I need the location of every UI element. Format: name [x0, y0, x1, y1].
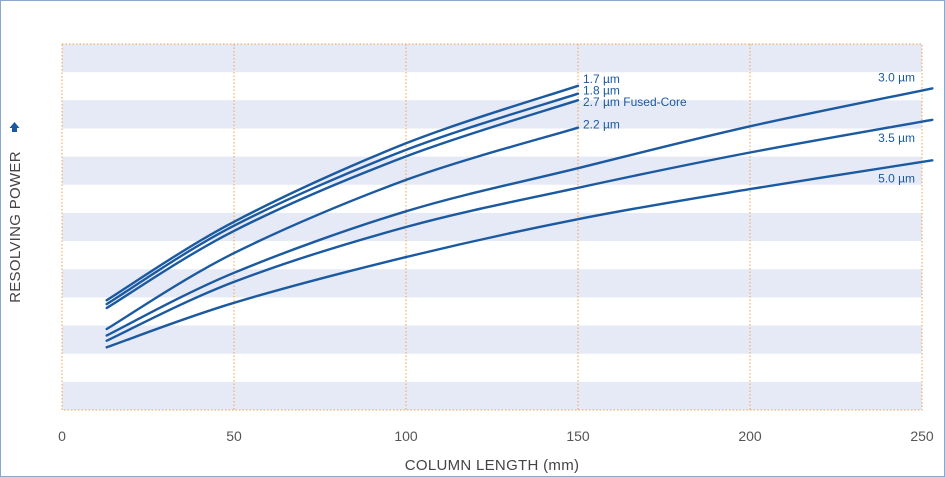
series-line [105, 118, 934, 342]
x-tick-label: 50 [226, 428, 242, 444]
series-label: 3.5 µm [878, 131, 915, 145]
band [62, 325, 922, 354]
band [62, 381, 922, 410]
series-label: 3.0 µm [878, 70, 915, 84]
series-lines [105, 84, 934, 349]
x-axis-label: COLUMN LENGTH (mm) [405, 457, 580, 474]
x-tick-label: 100 [394, 428, 418, 444]
series-line [105, 159, 934, 349]
x-tick-labels: 0 50 100 150 200 250 [58, 428, 934, 444]
band [62, 44, 922, 73]
plot-border [61, 43, 923, 411]
x-tick-label: 0 [58, 428, 66, 444]
x-tick-label: 150 [566, 428, 590, 444]
series-label: 2.2 µm [583, 118, 620, 132]
background-bands [62, 44, 922, 410]
series-label: 1.8 µm [583, 84, 620, 98]
series-line [105, 126, 580, 331]
series-label: 2.7 µm Fused-Core [583, 95, 687, 109]
series-labels: 1.7 µm1.8 µm2.7 µm Fused-Core 2.2 µm 3.0 µ… [583, 70, 915, 185]
series-label: 1.7 µm [583, 72, 620, 86]
series-line [105, 87, 934, 337]
y-axis-label: RESOLVING POWER [7, 151, 24, 303]
series-line [105, 84, 580, 302]
series-label: 5.0 µm [878, 171, 915, 185]
x-tick-label: 250 [910, 428, 934, 444]
up-arrow-icon [9, 122, 20, 132]
series-line [105, 99, 580, 310]
series-line [105, 92, 580, 306]
band [62, 156, 922, 185]
x-tick-label: 200 [738, 428, 762, 444]
